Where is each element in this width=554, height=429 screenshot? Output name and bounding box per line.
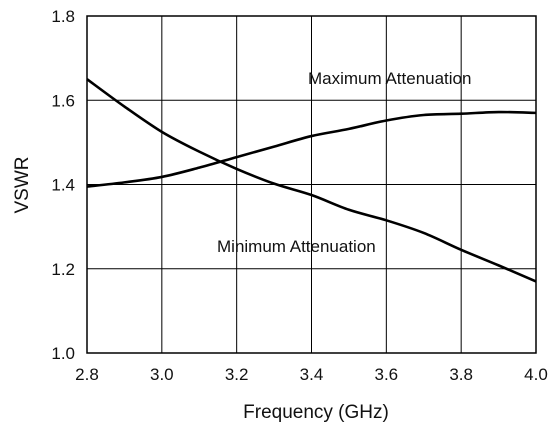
series-layer (86, 78, 537, 283)
x-tick-label: 3.6 (375, 365, 399, 384)
y-tick-label: 1.6 (51, 91, 75, 110)
x-tick-label: 3.4 (300, 365, 324, 384)
y-tick-label: 1.4 (51, 176, 75, 195)
y-tick-label: 1.0 (51, 344, 75, 363)
y-tick-label: 1.8 (51, 7, 75, 26)
x-tick-label: 2.8 (75, 365, 99, 384)
y-tick-label: 1.2 (51, 260, 75, 279)
x-tick-label: 3.8 (449, 365, 473, 384)
grid (86, 15, 537, 354)
annotation-maximum-attenuation: Maximum Attenuation (308, 69, 471, 88)
x-tick-label: 3.0 (150, 365, 174, 384)
x-tick-label: 3.2 (225, 365, 249, 384)
series-line-minimum-attenuation (86, 78, 537, 283)
series-line-maximum-attenuation (86, 110, 537, 188)
x-axis-label: Frequency (GHz) (243, 402, 389, 423)
tick-labels: 2.8 3.0 3.2 3.4 3.6 3.8 4.0 1.0 1.2 1.4 1.6 1.8 (51, 7, 547, 384)
plot-frame (86, 15, 537, 354)
annotation-minimum-attenuation: Minimum Attenuation (217, 237, 376, 256)
y-axis-label: VSWR (12, 157, 33, 214)
x-tick-label: 4.0 (524, 365, 548, 384)
